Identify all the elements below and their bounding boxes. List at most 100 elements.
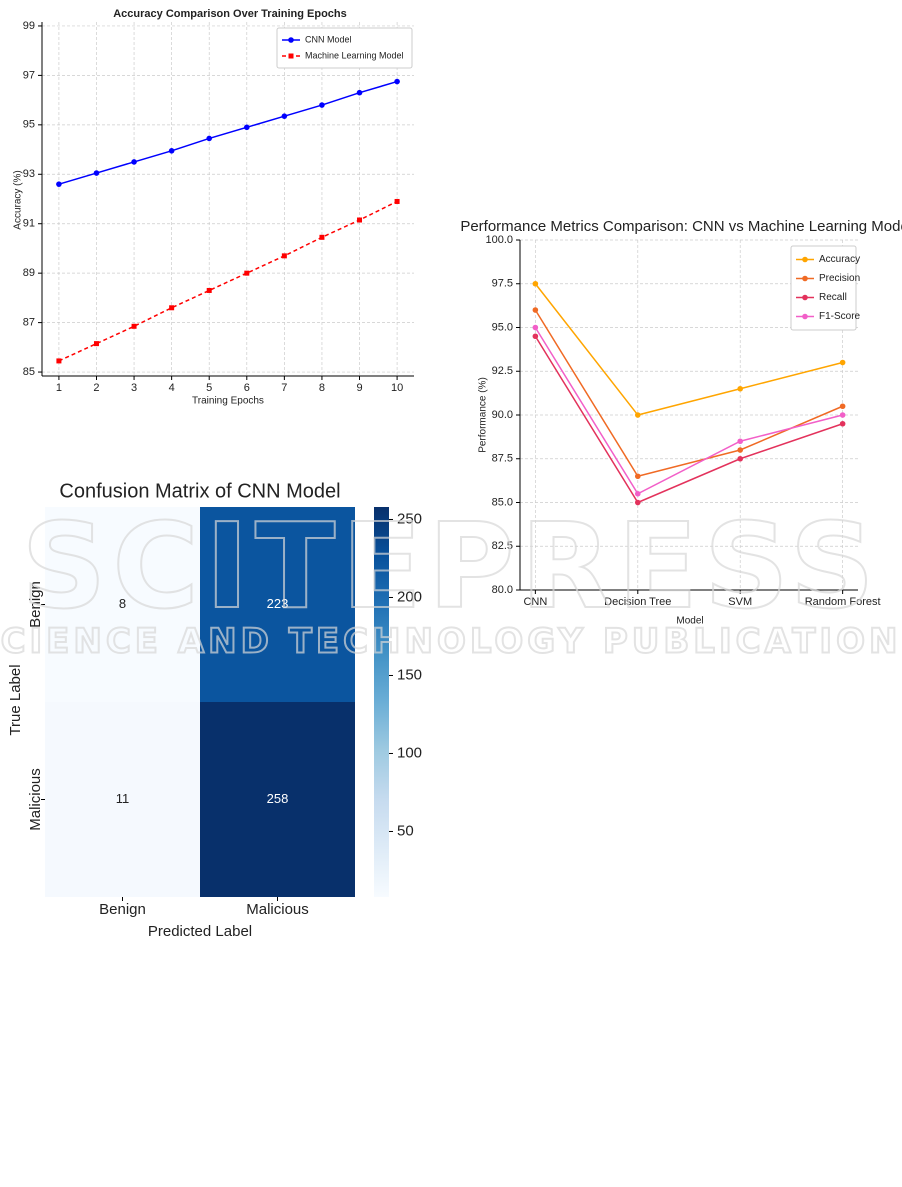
- point: [131, 159, 137, 165]
- x-tick-label: Malicious: [246, 901, 309, 918]
- point: [243, 124, 250, 131]
- y-tick-label: 85.0: [492, 496, 513, 508]
- legend-label: Accuracy: [819, 254, 860, 265]
- chart-title: Confusion Matrix of CNN Model: [59, 480, 340, 502]
- point: [319, 234, 325, 240]
- point: [319, 102, 325, 108]
- legend-swatch: [802, 313, 808, 320]
- y-tick-label: 100.0: [485, 234, 513, 246]
- point: [737, 447, 744, 453]
- point: [532, 324, 539, 331]
- colorbar: [374, 507, 389, 897]
- point: [839, 403, 846, 410]
- point: [56, 181, 62, 187]
- cell-label: 258: [267, 791, 289, 806]
- point: [634, 490, 641, 497]
- point: [56, 358, 62, 364]
- x-axis-label: Predicted Label: [148, 923, 252, 940]
- point: [131, 323, 137, 329]
- y-tick-label: 82.5: [492, 540, 513, 552]
- x-tick-label: 3: [131, 382, 137, 394]
- y-axis-label: Performance (%): [478, 377, 489, 453]
- point: [839, 412, 846, 418]
- y-axis-label: Accuracy (%): [13, 170, 24, 229]
- point: [737, 455, 744, 462]
- series-line: [534, 327, 843, 495]
- legend-label: Machine Learning Model: [305, 50, 404, 60]
- y-tick-label: 80.0: [492, 584, 513, 596]
- y-tick-label: 87.5: [492, 453, 513, 465]
- point: [394, 78, 400, 85]
- y-tick-label: 99: [23, 20, 35, 32]
- watermark: SCIENCE AND TECHNOLOGY PUBLICATIONS: [0, 622, 902, 662]
- legend-swatch: [288, 37, 294, 43]
- legend-swatch: [802, 294, 808, 301]
- x-tick-label: 2: [93, 382, 99, 394]
- legend-label: F1-Score: [819, 311, 861, 322]
- legend-label: Recall: [819, 292, 847, 303]
- y-tick-label: 90.0: [492, 409, 513, 421]
- heatmap-cell: [45, 507, 200, 702]
- chart-title: Performance Metrics Comparison: CNN vs M…: [460, 218, 902, 235]
- cell-label: 8: [119, 596, 126, 611]
- colorbar-tick-label: 100: [397, 744, 422, 761]
- point: [737, 438, 744, 445]
- y-tick-label: 89: [23, 267, 35, 279]
- point: [93, 341, 99, 347]
- chart-title: Accuracy Comparison Over Training Epochs: [113, 8, 347, 20]
- colorbar-tick-label: 250: [397, 510, 422, 527]
- colorbar-tick-label: 200: [397, 588, 422, 605]
- point: [532, 333, 539, 340]
- point: [356, 89, 363, 96]
- x-tick-label: 4: [169, 382, 175, 394]
- y-tick-label: 87: [23, 317, 35, 329]
- point: [532, 307, 539, 313]
- x-tick-label: SVM: [728, 596, 752, 608]
- point: [839, 359, 846, 366]
- point: [281, 253, 287, 259]
- x-tick-label: 6: [244, 382, 250, 394]
- legend-label: CNN Model: [305, 34, 352, 44]
- x-tick-label: Decision Tree: [604, 596, 671, 608]
- point: [244, 270, 250, 276]
- x-axis-label: Model: [676, 616, 703, 627]
- series-line: [58, 80, 398, 185]
- x-tick-label: 9: [356, 382, 362, 394]
- colorbar-tick-label: 150: [397, 666, 422, 683]
- point: [169, 305, 175, 311]
- x-tick-label: 5: [206, 382, 212, 394]
- series-line: [58, 200, 398, 362]
- legend-box: [790, 245, 857, 331]
- point: [168, 147, 175, 154]
- point: [206, 287, 212, 293]
- legend-swatch: [802, 256, 808, 263]
- watermark: SCITEPRESS: [21, 497, 880, 635]
- y-tick-label: 93: [23, 168, 35, 180]
- colorbar-tick-label: 50: [397, 822, 414, 839]
- y-tick-label: 91: [23, 218, 35, 230]
- point: [839, 420, 846, 427]
- point: [634, 473, 641, 480]
- point: [357, 217, 363, 223]
- y-tick-label: 92.5: [492, 365, 513, 377]
- x-tick-label: 1: [56, 382, 62, 394]
- y-tick-label: 95.0: [492, 321, 513, 333]
- y-tick-label: Benign: [27, 581, 44, 628]
- point: [93, 170, 100, 176]
- x-axis-label: Training Epochs: [192, 396, 264, 407]
- y-tick-label: 95: [23, 119, 35, 131]
- point: [281, 113, 288, 119]
- heatmap-cell: [200, 507, 355, 702]
- y-tick-label: 85: [23, 366, 35, 378]
- point: [532, 280, 539, 287]
- legend-swatch: [802, 275, 808, 282]
- x-tick-label: CNN: [523, 596, 547, 608]
- x-tick-label: Benign: [99, 901, 146, 918]
- point: [206, 135, 213, 142]
- point: [394, 198, 400, 204]
- heatmap-cell: [45, 702, 200, 897]
- y-axis-label: True Label: [7, 664, 24, 735]
- legend-label: Precision: [819, 273, 860, 284]
- cell-label: 11: [116, 791, 130, 806]
